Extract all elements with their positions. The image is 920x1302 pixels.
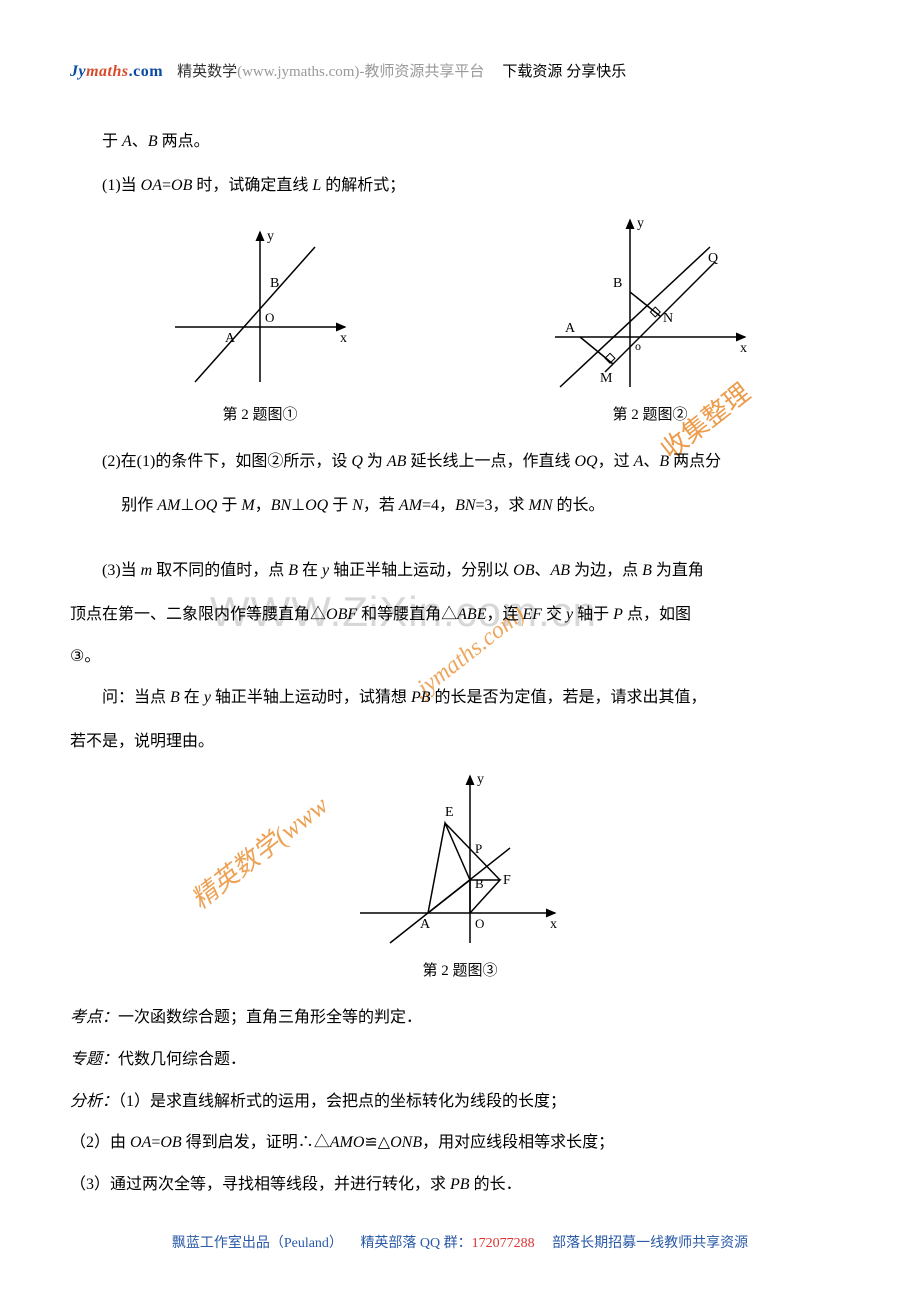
zhuanti: 专题：代数几何综合题． xyxy=(70,1039,850,1081)
figure-2-svg: y x o A B Q M N xyxy=(545,212,755,392)
line6: 顶点在第一、二象限内作等腰直角△OBF 和等腰直角△ABE，连 EF 交 y 轴… xyxy=(70,594,850,636)
figure-2: y x o A B Q M N 第 2 题图② xyxy=(545,212,755,435)
svg-text:y: y xyxy=(477,772,484,787)
header-right: 下载资源 分享快乐 xyxy=(502,60,626,81)
logo-maths: maths xyxy=(86,63,129,80)
svg-text:O: O xyxy=(265,310,274,325)
svg-text:A: A xyxy=(420,917,431,932)
site-logo: Jymaths.com xyxy=(70,63,163,81)
logo-j: J xyxy=(70,63,79,80)
logo-y: y xyxy=(79,63,87,80)
figure-1-caption: 第 2 题图① xyxy=(165,396,355,435)
header-right1: 下载资源 xyxy=(502,64,562,80)
figure-3-caption: 第 2 题图③ xyxy=(350,952,570,991)
svg-text:o: o xyxy=(635,339,641,353)
svg-text:O: O xyxy=(475,916,484,931)
figures-row-1: y x O A B 第 2 题图① xyxy=(70,212,850,435)
svg-text:y: y xyxy=(637,216,644,231)
logo-com: com xyxy=(133,63,163,80)
svg-text:A: A xyxy=(565,321,576,336)
svg-text:N: N xyxy=(663,311,673,326)
footer-left: 飘蓝工作室出品（Peuland） xyxy=(172,1236,343,1251)
footer-right: 部落长期招募一线教师共享资源 xyxy=(552,1236,748,1251)
figures-row-2: y x O A B E F P 第 2 题图③ xyxy=(70,768,850,991)
svg-text:B: B xyxy=(270,276,279,291)
line8: 问：当点 B 在 y 轴正半轴上运动时，试猜想 PB 的长是否为定值，若是，请求… xyxy=(70,677,850,719)
line5: (3)当 m 取不同的值时，点 B 在 y 轴正半轴上运动，分别以 OB、AB … xyxy=(70,550,850,592)
svg-text:E: E xyxy=(445,805,454,820)
svg-text:A: A xyxy=(225,331,236,346)
site-desc: -教师资源共享平台 xyxy=(359,64,484,80)
fenxi1: 分析：（1）是求直线解析式的运用，会把点的坐标转化为线段的长度； xyxy=(70,1081,850,1123)
line9: 若不是，说明理由。 xyxy=(70,721,850,763)
svg-text:M: M xyxy=(600,371,613,386)
figure-2-caption: 第 2 题图② xyxy=(545,396,755,435)
line2: (1)当 OA=OB 时，试确定直线 L 的解析式； xyxy=(70,165,850,207)
svg-text:F: F xyxy=(503,873,511,888)
footer-mid1: 精英部落 QQ 群： xyxy=(360,1236,471,1251)
header-right2: 分享快乐 xyxy=(566,64,626,80)
svg-text:y: y xyxy=(267,229,274,244)
svg-text:Q: Q xyxy=(708,251,718,266)
line7: ③。 xyxy=(70,636,850,678)
footer-mid2: 172077288 xyxy=(472,1236,535,1251)
site-url: (www.jymaths.com) xyxy=(237,64,359,80)
fenxi3: （3）通过两次全等，寻找相等线段，并进行转化，求 PB 的长． xyxy=(70,1164,850,1206)
line3: (2)在(1)的条件下，如图②所示，设 Q 为 AB 延长线上一点，作直线 OQ… xyxy=(70,441,850,483)
figure-1-svg: y x O A B xyxy=(165,222,355,392)
content: 于 A、B 两点。 (1)当 OA=OB 时，试确定直线 L 的解析式； y x xyxy=(70,121,850,1205)
line4: 别作 AM⊥OQ 于 M，BN⊥OQ 于 N，若 AM=4，BN=3，求 MN … xyxy=(70,485,850,527)
svg-text:x: x xyxy=(340,331,347,346)
page-header: Jymaths.com 精英数学(www.jymaths.com)-教师资源共享… xyxy=(70,60,850,81)
fenxi2: （2）由 OA=OB 得到启发，证明∴△AMO≌△ONB，用对应线段相等求长度； xyxy=(70,1122,850,1164)
figure-3-svg: y x O A B E F P xyxy=(350,768,570,948)
svg-text:x: x xyxy=(550,917,557,932)
figure-1: y x O A B 第 2 题图① xyxy=(165,222,355,435)
svg-text:x: x xyxy=(740,341,747,356)
line1: 于 A、B 两点。 xyxy=(70,121,850,163)
svg-text:B: B xyxy=(475,876,484,891)
svg-text:B: B xyxy=(613,276,622,291)
svg-text:P: P xyxy=(475,841,482,856)
site-label: 精英数学 xyxy=(177,64,237,80)
header-text: 精英数学(www.jymaths.com)-教师资源共享平台 xyxy=(177,60,484,81)
figure-3: y x O A B E F P 第 2 题图③ xyxy=(350,768,570,991)
kaodian: 考点：一次函数综合题；直角三角形全等的判定． xyxy=(70,997,850,1039)
footer: 飘蓝工作室出品（Peuland） 精英部落 QQ 群：172077288 部落长… xyxy=(0,1232,920,1252)
